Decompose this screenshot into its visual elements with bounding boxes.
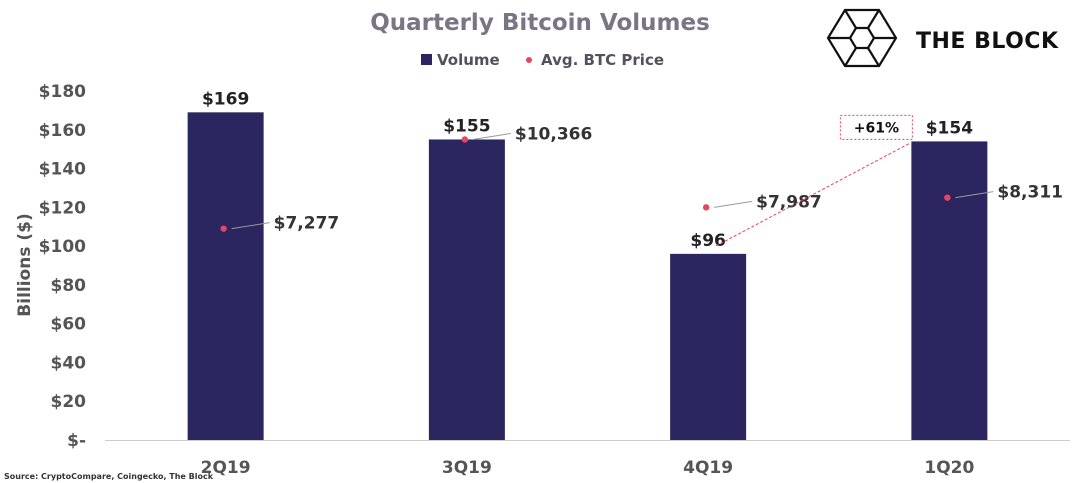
x-tick-label: 1Q20 [924,458,974,478]
x-tick-label: 2Q19 [201,458,251,478]
y-tick-label: $40 [51,353,87,373]
volume-labels: $169 $155 $96 $154 [202,89,973,251]
bar-value-label: $96 [690,231,726,251]
price-leader-line [714,200,753,208]
bar-value-label: $154 [926,118,973,138]
legend-volume-swatch [421,54,432,65]
bar-2Q19 [187,112,264,441]
price-label: $10,366 [515,124,592,144]
y-tick-label: $180 [39,82,86,102]
volume-bars [187,112,988,441]
legend-price-marker [526,57,532,63]
price-leader-line [231,222,270,230]
price-label: $7,987 [756,192,822,212]
price-label: $7,277 [274,214,340,234]
brand-name: THE BLOCK [916,29,1059,54]
price-leader-line [955,191,994,199]
source-note: Source: CryptoCompare, Coingecko, The Bl… [4,472,214,481]
y-tick-label: $80 [51,276,87,296]
y-axis-ticks: $- $20 $40 $60 $80 $100 $120 $140 $160 $180 [39,82,86,451]
chart-title: Quarterly Bitcoin Volumes [370,10,710,36]
legend: Volume Avg. BTC Price [421,51,664,69]
bar-4Q19 [670,253,747,440]
price-point [461,136,469,143]
bar-value-label: $155 [443,116,490,136]
y-tick-label: $160 [39,121,86,141]
growth-annotation-box [839,114,913,140]
y-tick-label: $100 [39,237,86,257]
y-tick-label: $140 [39,160,86,180]
growth-dashed-line [715,142,910,247]
y-tick-label: $120 [39,198,86,218]
price-point [702,204,710,211]
growth-annotation-label: +61% [854,120,899,136]
y-tick-label: $- [67,431,86,451]
price-point [220,225,227,232]
price-point [944,194,951,201]
x-axis-ticks: 2Q19 3Q19 4Q19 1Q20 [201,458,975,478]
y-axis-label: Billions ($) [15,213,35,316]
x-tick-label: 3Q19 [442,458,492,478]
y-tick-label: $20 [51,392,87,412]
brand-logo: THE BLOCK [826,8,1059,68]
x-tick-label: 4Q19 [683,458,733,478]
growth-annotation: +61% [715,114,913,247]
y-tick-label: $60 [51,315,87,335]
price-points: $7,277 $10,366 $7,987 $8,311 [220,124,1063,234]
bar-1Q20 [911,141,988,440]
price-label: $8,311 [997,183,1063,203]
legend-price-label: Avg. BTC Price [541,51,664,69]
legend-volume-label: Volume [437,51,500,69]
bar-value-label: $169 [202,89,249,109]
bar-3Q19 [428,139,505,440]
cube-icon [826,8,898,68]
price-leader-line [472,132,511,140]
